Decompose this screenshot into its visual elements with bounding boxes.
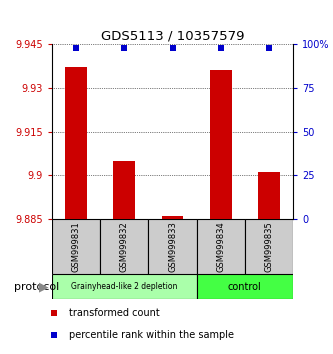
Bar (100, 219, 149, 274)
Text: control: control (228, 281, 262, 291)
Bar (258, 172, 280, 219)
Text: Grainyhead-like 2 depletion: Grainyhead-like 2 depletion (71, 282, 177, 291)
Bar (65, 67, 87, 219)
Bar (196, 219, 245, 274)
Text: GSM999833: GSM999833 (168, 221, 177, 272)
Text: GSM999831: GSM999831 (72, 221, 81, 272)
Bar (196, 274, 293, 299)
Text: GSM999834: GSM999834 (216, 221, 225, 272)
Text: protocol: protocol (14, 281, 59, 291)
Bar (114, 161, 135, 219)
Bar (149, 219, 196, 274)
Bar (162, 216, 183, 219)
Bar (245, 219, 293, 274)
Bar (210, 70, 231, 219)
Text: transformed count: transformed count (69, 308, 160, 318)
Text: percentile rank within the sample: percentile rank within the sample (69, 330, 234, 340)
Bar (52, 274, 196, 299)
Text: ▶: ▶ (39, 280, 49, 293)
Text: GSM999832: GSM999832 (120, 221, 129, 272)
Title: GDS5113 / 10357579: GDS5113 / 10357579 (101, 30, 244, 43)
Text: GSM999835: GSM999835 (264, 221, 273, 272)
Bar (52, 219, 100, 274)
